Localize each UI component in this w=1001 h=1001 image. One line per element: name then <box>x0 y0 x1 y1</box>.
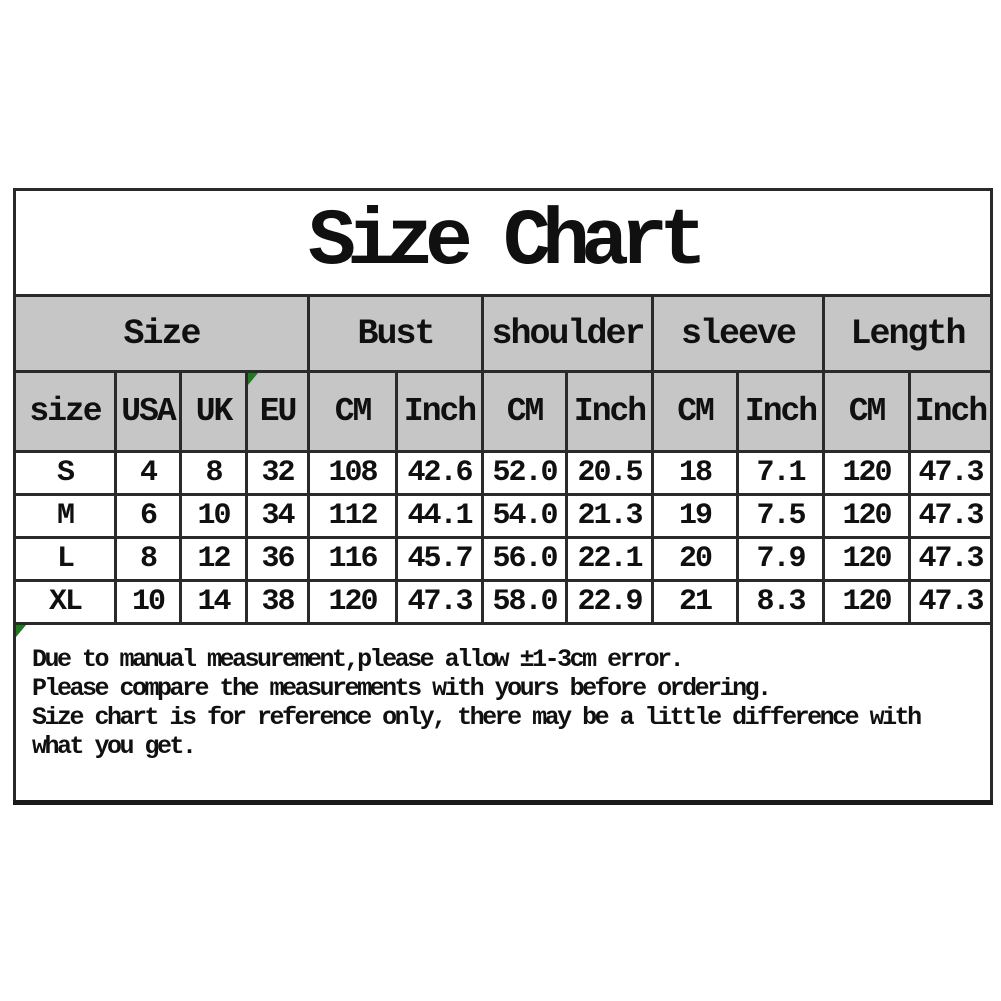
note-line-2: Please compare the measurements with you… <box>32 674 772 703</box>
table-cell: 120 <box>822 536 911 582</box>
table-cell: 4 <box>114 450 182 496</box>
notes-cell: Due to manual measurement,please allow ±… <box>12 622 994 804</box>
table-row-xl: XL 10 14 38 120 47.3 58.0 22.9 21 8.3 12… <box>13 579 994 625</box>
table-cell: 52.0 <box>481 450 568 496</box>
chart-title: Size Chart <box>12 188 994 297</box>
table-cell: 7.5 <box>736 493 825 539</box>
table-cell: 8.3 <box>736 579 825 625</box>
table-cell: 14 <box>179 579 248 625</box>
table-cell: 47.3 <box>907 450 994 496</box>
group-header-size: Size <box>13 294 310 373</box>
table-row-m: M 6 10 34 112 44.1 54.0 21.3 19 7.5 120 … <box>13 493 994 539</box>
col-header-length-inch: Inch <box>907 370 994 453</box>
table-cell: 47.3 <box>907 536 994 582</box>
col-header-size: size <box>13 370 117 453</box>
group-header-row: Size Bust shoulder sleeve Length <box>13 294 994 373</box>
table-cell: 20 <box>651 536 739 582</box>
table-cell: 12 <box>179 536 248 582</box>
group-header-bust: Bust <box>307 294 484 373</box>
col-header-usa: USA <box>114 370 182 453</box>
table-cell: 120 <box>822 450 911 496</box>
table-cell: 120 <box>822 579 911 625</box>
title-row: Size Chart <box>12 188 994 297</box>
table-cell: 47.3 <box>907 493 994 539</box>
table-cell: 56.0 <box>481 536 568 582</box>
table-cell: 108 <box>307 450 398 496</box>
group-header-shoulder: shoulder <box>481 294 654 373</box>
size-row-label: XL <box>13 579 117 625</box>
col-header-shoulder-inch: Inch <box>565 370 654 453</box>
table-cell: 6 <box>114 493 182 539</box>
table-cell: 34 <box>245 493 310 539</box>
col-header-uk: UK <box>179 370 248 453</box>
col-header-bust-inch: Inch <box>395 370 484 453</box>
size-row-label: L <box>13 536 117 582</box>
table-cell: 45.7 <box>395 536 484 582</box>
table-cell: 120 <box>822 493 911 539</box>
table-row-s: S 4 8 32 108 42.6 52.0 20.5 18 7.1 120 4… <box>13 450 994 496</box>
col-header-bust-cm: CM <box>307 370 398 453</box>
table-cell: 19 <box>651 493 739 539</box>
group-header-length: Length <box>821 294 994 373</box>
notes-row: Due to manual measurement,please allow ±… <box>12 622 994 804</box>
table-cell: 47.3 <box>395 579 484 625</box>
table-cell: 58.0 <box>481 579 568 625</box>
col-header-shoulder-cm: CM <box>481 370 568 453</box>
table-cell: 21.3 <box>565 493 654 539</box>
table-cell: 7.1 <box>736 450 825 496</box>
table-cell: 22.9 <box>565 579 654 625</box>
note-line-1: Due to manual measurement,please allow ±… <box>32 645 685 674</box>
table-cell: 22.1 <box>565 536 654 582</box>
table-cell: 112 <box>307 493 398 539</box>
table-cell: 120 <box>307 579 398 625</box>
table-cell: 10 <box>114 579 182 625</box>
table-cell: 8 <box>179 450 248 496</box>
column-header-row: size USA UK EU CM Inch CM Inch CM Inch C… <box>13 370 994 453</box>
col-header-eu-label: EU <box>259 393 298 430</box>
col-header-sleeve-inch: Inch <box>736 370 825 453</box>
table-cell: 47.3 <box>907 579 994 625</box>
cell-corner-marker-icon <box>17 626 26 637</box>
col-header-sleeve-cm: CM <box>651 370 739 453</box>
table-cell: 18 <box>651 450 739 496</box>
table-cell: 21 <box>651 579 739 625</box>
col-header-length-cm: CM <box>822 370 911 453</box>
table-cell: 54.0 <box>481 493 568 539</box>
table-cell: 7.9 <box>736 536 825 582</box>
size-row-label: S <box>13 450 117 496</box>
table-cell: 44.1 <box>395 493 484 539</box>
table-cell: 116 <box>307 536 398 582</box>
note-line-3: Size chart is for reference only, there … <box>32 703 922 732</box>
col-header-eu: EU <box>245 370 310 453</box>
table-cell: 38 <box>245 579 310 625</box>
table-cell: 32 <box>245 450 310 496</box>
table-cell: 36 <box>245 536 310 582</box>
table-cell: 42.6 <box>395 450 484 496</box>
note-line-4: what you get. <box>32 732 197 761</box>
cell-corner-marker-icon <box>249 374 258 385</box>
table-row-l: L 8 12 36 116 45.7 56.0 22.1 20 7.9 120 … <box>13 536 994 582</box>
size-chart-table: Size Chart Size Bust shoulder sleeve Len… <box>12 188 994 805</box>
group-header-sleeve: sleeve <box>651 294 825 373</box>
table-cell: 20.5 <box>565 450 654 496</box>
table-cell: 8 <box>114 536 182 582</box>
table-cell: 10 <box>179 493 248 539</box>
size-row-label: M <box>13 493 117 539</box>
